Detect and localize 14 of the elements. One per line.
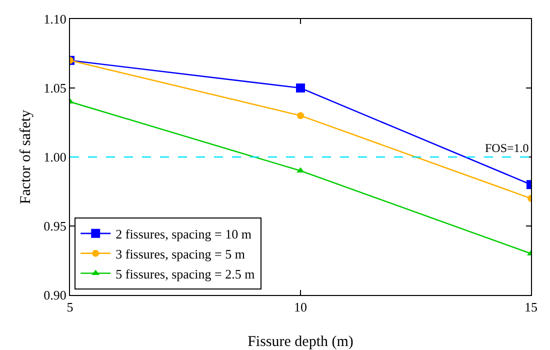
legend-label: 5 fissures, spacing = 2.5 m [116,266,255,282]
ref-line-label: FOS=1.0 [485,141,529,155]
x-tick-label: 5 [66,300,74,315]
x-axis-title: Fissure depth (m) [248,334,354,350]
y-tick-label: 0.90 [44,288,66,303]
x-tick-label: 15 [524,300,538,315]
x-tick-label: 10 [294,300,307,315]
y-tick-label: 1.05 [44,80,66,96]
y-tick-label: 1.00 [44,150,66,165]
y-tick-label: 0.95 [44,218,66,234]
legend-label: 2 fissures, spacing = 10 m [116,226,252,242]
legend-label: 3 fissures, spacing = 5 m [116,246,245,262]
y-axis-title: Factor of safety [18,109,34,204]
y-tick-label: 1.10 [44,12,66,27]
